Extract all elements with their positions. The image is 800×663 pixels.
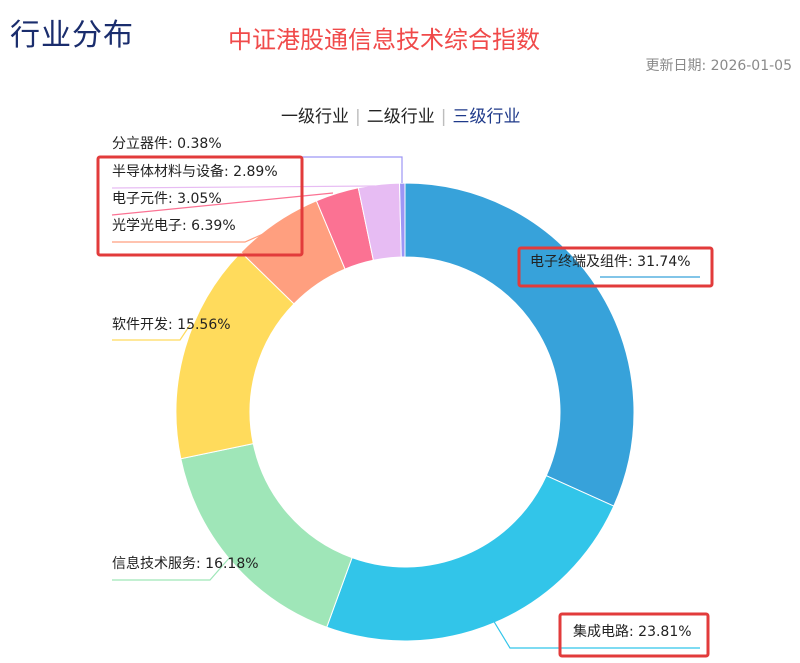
tab-separator: | (440, 107, 447, 127)
update-date-label: 更新日期: (645, 58, 707, 74)
donut-slice[interactable] (180, 443, 353, 628)
page-title: 行业分布 (10, 18, 134, 53)
label-leader-line (489, 614, 700, 649)
chart-title: 中证港股通信息技术综合指数 (228, 26, 540, 54)
slice-label: 分立器件: 0.38% (112, 136, 222, 152)
slice-label: 电子终端及组件: 31.74% (530, 254, 691, 270)
highlight-box (517, 246, 714, 288)
donut-slice[interactable] (399, 182, 406, 258)
tab-separator: | (355, 107, 361, 127)
update-date: 更新日期: 2026-01-05 (645, 55, 792, 75)
slice-label: 信息技术服务: 16.18% (112, 555, 259, 572)
tab-level-2[interactable]: 二级行业 (366, 107, 435, 127)
tab-level-3[interactable]: 三级行业 (452, 107, 521, 127)
highlight-box (558, 612, 710, 658)
label-leader-line (111, 192, 334, 216)
label-leader-line (111, 185, 376, 189)
donut-slice[interactable] (326, 475, 615, 642)
slice-label: 软件开发: 15.56% (112, 317, 231, 333)
label-leader-line (112, 547, 239, 581)
slice-label: 电子元件: 3.05% (112, 191, 222, 207)
donut-slice[interactable] (404, 182, 635, 507)
label-leader-line (112, 221, 291, 243)
industry-level-tabs: 一级行业 | 二级行业 | 三级行业 (281, 102, 520, 127)
slice-label: 光学光电子: 6.39% (112, 218, 236, 234)
tab-level-1[interactable]: 一级行业 (281, 107, 349, 127)
slice-label: 集成电路: 23.81% (573, 623, 692, 640)
highlight-box (96, 155, 304, 257)
update-date-value: 2026-01-05 (710, 58, 792, 74)
slice-label: 半导体材料与设备: 2.89% (112, 163, 278, 180)
label-leader-line (112, 324, 191, 341)
